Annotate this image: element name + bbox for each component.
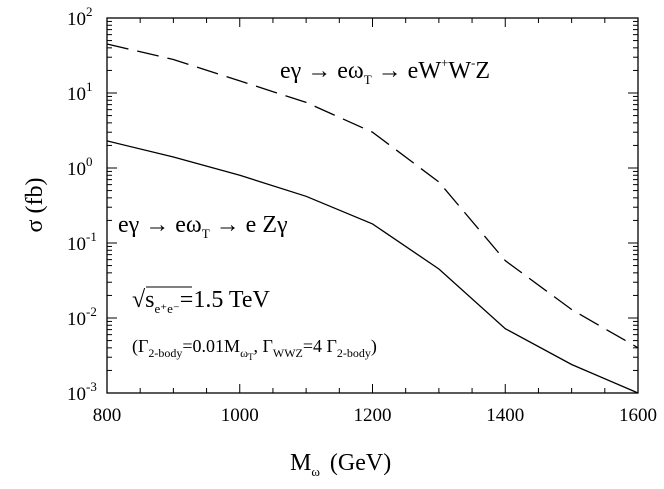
y-tick-label: 10-2 (67, 304, 97, 330)
series-group (106, 43, 639, 394)
y-tick-label: 10-1 (67, 229, 97, 255)
y-tick-label: 100 (67, 154, 93, 180)
x-tick-label: 1400 (486, 405, 524, 426)
y-tick-label: 10-3 (67, 379, 97, 405)
solid-series-label: eγ → eωT → e Zγ (118, 212, 288, 241)
x-tick-label: 800 (93, 405, 122, 426)
x-axis-title: Mω (GeV) (290, 450, 391, 479)
x-tick-labels: 800 1000 1200 1400 1600 (93, 405, 657, 426)
widths-label: (Γ2-body=0.01MωT, ΓWWZ=4 Γ2-body) (132, 336, 377, 362)
y-axis-title: σ (fb) (22, 178, 48, 233)
series-line-dashed (106, 43, 639, 349)
series-line-solid (106, 140, 639, 394)
energy-label: √se⁺e⁻=1.5 TeV (132, 287, 271, 316)
axis-ticks (106, 18, 639, 394)
x-tick-label: 1200 (354, 405, 392, 426)
y-tick-labels: 10-3 10-2 10-1 100 101 102 (67, 4, 97, 405)
x-tick-label: 1600 (619, 405, 657, 426)
y-tick-label: 101 (67, 79, 93, 105)
y-tick-label: 102 (67, 4, 93, 30)
x-tick-label: 1000 (221, 405, 259, 426)
dashed-series-label: eγ → eωT → eW+W-Z (280, 55, 490, 87)
